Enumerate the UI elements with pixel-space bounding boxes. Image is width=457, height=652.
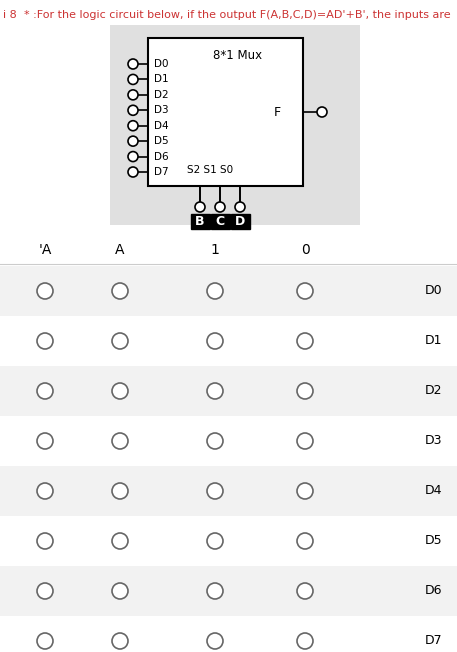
Text: 8*1 Mux: 8*1 Mux <box>213 49 262 62</box>
Circle shape <box>297 533 313 549</box>
Circle shape <box>297 583 313 599</box>
Text: D4: D4 <box>425 484 442 497</box>
Text: * :For the logic circuit below, if the output F(A,B,C,D)=AD'+B', the inputs are: * :For the logic circuit below, if the o… <box>24 10 451 20</box>
Circle shape <box>112 283 128 299</box>
Circle shape <box>37 383 53 399</box>
Text: D6: D6 <box>154 151 169 162</box>
Text: i 8: i 8 <box>3 10 17 20</box>
Circle shape <box>112 483 128 499</box>
Bar <box>0 516 457 566</box>
Text: C: C <box>215 215 224 228</box>
Text: B: B <box>195 215 205 228</box>
Circle shape <box>317 107 327 117</box>
Text: 0: 0 <box>301 243 309 257</box>
Bar <box>0 566 457 616</box>
Circle shape <box>37 483 53 499</box>
Circle shape <box>128 90 138 100</box>
Bar <box>0 416 457 466</box>
Text: A: A <box>115 243 125 257</box>
Bar <box>0 466 457 516</box>
Circle shape <box>297 433 313 449</box>
Circle shape <box>128 151 138 162</box>
Circle shape <box>235 202 245 212</box>
Circle shape <box>128 136 138 146</box>
Text: D0: D0 <box>154 59 169 69</box>
Bar <box>0 266 457 316</box>
Circle shape <box>112 433 128 449</box>
Bar <box>0 616 457 652</box>
Circle shape <box>207 483 223 499</box>
Circle shape <box>112 333 128 349</box>
Text: D1: D1 <box>425 334 442 348</box>
Text: D2: D2 <box>154 90 169 100</box>
Bar <box>0 366 457 416</box>
Circle shape <box>297 333 313 349</box>
Circle shape <box>112 383 128 399</box>
Text: 1: 1 <box>211 243 219 257</box>
Circle shape <box>207 633 223 649</box>
Circle shape <box>207 533 223 549</box>
Text: D7: D7 <box>154 167 169 177</box>
Circle shape <box>112 533 128 549</box>
Bar <box>0 316 457 366</box>
Circle shape <box>215 202 225 212</box>
Circle shape <box>195 202 205 212</box>
Bar <box>148 38 303 186</box>
Circle shape <box>128 105 138 115</box>
Text: D: D <box>235 215 245 228</box>
Circle shape <box>207 383 223 399</box>
Circle shape <box>37 533 53 549</box>
Circle shape <box>297 283 313 299</box>
Circle shape <box>207 583 223 599</box>
Circle shape <box>37 433 53 449</box>
Text: 'A: 'A <box>38 243 52 257</box>
Circle shape <box>37 633 53 649</box>
Circle shape <box>297 483 313 499</box>
Text: D6: D6 <box>425 584 442 597</box>
Text: D7: D7 <box>425 634 443 647</box>
Circle shape <box>207 333 223 349</box>
Text: D1: D1 <box>154 74 169 84</box>
Text: D5: D5 <box>425 535 443 548</box>
Bar <box>211 214 229 229</box>
Bar <box>230 214 250 229</box>
Text: D4: D4 <box>154 121 169 130</box>
Bar <box>191 214 209 229</box>
Text: D3: D3 <box>154 105 169 115</box>
Circle shape <box>112 633 128 649</box>
Circle shape <box>207 283 223 299</box>
Text: D5: D5 <box>154 136 169 146</box>
Text: D3: D3 <box>425 434 442 447</box>
Circle shape <box>297 633 313 649</box>
Circle shape <box>297 383 313 399</box>
Circle shape <box>37 333 53 349</box>
Circle shape <box>37 583 53 599</box>
Text: D0: D0 <box>425 284 443 297</box>
Bar <box>110 25 360 225</box>
Text: D2: D2 <box>425 385 442 398</box>
Circle shape <box>207 433 223 449</box>
Text: F: F <box>274 106 281 119</box>
Circle shape <box>128 167 138 177</box>
Circle shape <box>128 74 138 84</box>
Circle shape <box>128 121 138 130</box>
Circle shape <box>128 59 138 69</box>
Circle shape <box>112 583 128 599</box>
Text: S2 S1 S0: S2 S1 S0 <box>187 165 233 175</box>
Circle shape <box>37 283 53 299</box>
